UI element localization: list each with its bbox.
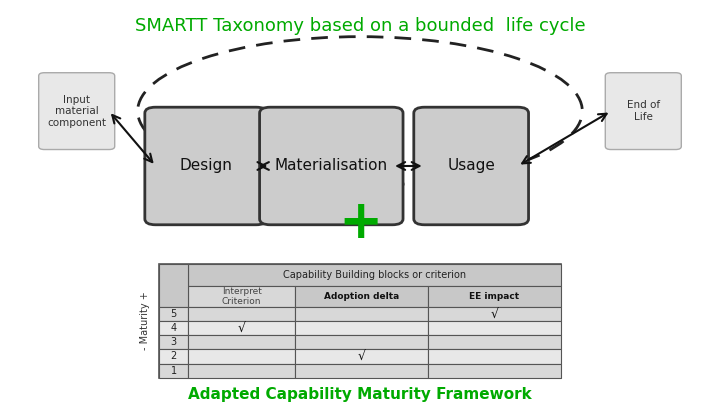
Text: 5: 5 [171, 309, 176, 319]
Text: √: √ [490, 308, 498, 321]
Text: 4: 4 [171, 323, 176, 333]
Text: SMARTT Taxonomy based on a bounded  life cycle: SMARTT Taxonomy based on a bounded life … [135, 17, 585, 35]
Text: - Maturity +: - Maturity + [140, 292, 150, 350]
Bar [428, 335, 561, 350]
Bar [188, 350, 295, 364]
FancyBboxPatch shape [145, 107, 267, 225]
Bar [188, 335, 295, 350]
Text: Interpret
Criterion: Interpret Criterion [222, 287, 261, 306]
Bar [428, 321, 561, 335]
Text: Usage: Usage [447, 158, 495, 173]
Text: 3: 3 [171, 337, 176, 347]
Text: Design: Design [179, 158, 233, 173]
Bar [159, 264, 188, 307]
Text: Capability Building blocks or criterion: Capability Building blocks or criterion [283, 270, 466, 280]
Text: Adoption delta: Adoption delta [324, 292, 400, 301]
Bar [295, 321, 428, 335]
Bar [428, 307, 561, 321]
Text: End of
Life: End of Life [626, 100, 660, 122]
Bar [428, 364, 561, 377]
Text: Materialisation: Materialisation [275, 158, 388, 173]
Bar [159, 307, 188, 321]
Text: EE impact: EE impact [469, 292, 520, 301]
Bar [295, 364, 428, 377]
Text: 2: 2 [171, 352, 176, 361]
Text: √: √ [358, 350, 366, 363]
Bar [295, 307, 428, 321]
Bar [188, 286, 295, 307]
Bar [428, 286, 561, 307]
Bar [159, 264, 561, 377]
Text: 1: 1 [171, 366, 176, 375]
FancyBboxPatch shape [606, 73, 681, 149]
Bar [188, 264, 561, 286]
Bar [159, 321, 188, 335]
Bar [159, 350, 188, 364]
Bar [188, 364, 295, 377]
FancyBboxPatch shape [39, 73, 114, 149]
Bar [295, 350, 428, 364]
FancyBboxPatch shape [414, 107, 528, 225]
Bar [188, 321, 295, 335]
Text: √: √ [238, 322, 246, 335]
Text: Adapted Capability Maturity Framework: Adapted Capability Maturity Framework [188, 388, 532, 403]
Bar [295, 286, 428, 307]
Bar [159, 364, 188, 377]
Bar [428, 350, 561, 364]
Bar [159, 335, 188, 350]
Text: +: + [338, 197, 382, 249]
Text: Input
material
component: Input material component [48, 94, 106, 128]
FancyBboxPatch shape [260, 107, 403, 225]
Bar [188, 307, 295, 321]
Bar [295, 335, 428, 350]
